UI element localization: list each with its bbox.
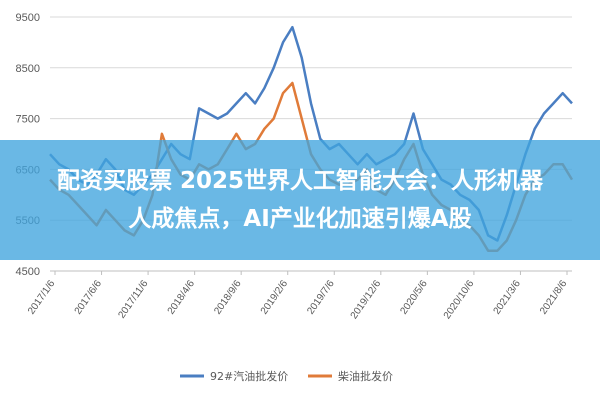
legend-label: 92#汽油批发价 — [210, 369, 288, 383]
x-tick-label: 2017/1/6 — [26, 278, 58, 317]
y-tick-label: 7500 — [16, 114, 40, 126]
headline-line-1: 配资买股票 2025世界人工智能大会：人形机器 — [56, 168, 544, 194]
x-tick-label: 2018/4/6 — [166, 278, 198, 317]
legend-label: 柴油批发价 — [338, 369, 393, 383]
y-tick-label: 4500 — [16, 266, 40, 278]
x-tick-label: 2021/8/6 — [538, 278, 570, 317]
y-tick-label: 8500 — [16, 63, 40, 75]
x-tick-label: 2019/12/6 — [349, 278, 384, 321]
x-tick-label: 2019/7/6 — [305, 278, 337, 317]
x-tick-label: 2017/6/6 — [73, 278, 105, 317]
x-tick-label: 2018/9/6 — [212, 278, 244, 317]
x-tick-label: 2020/10/6 — [442, 278, 477, 321]
headline-banner: 配资买股票 2025世界人工智能大会：人形机器 人成焦点，AI产业化加速引爆A股 — [0, 140, 600, 260]
x-tick-label: 2019/2/6 — [259, 278, 291, 317]
x-tick-label: 2021/3/6 — [492, 278, 524, 317]
y-tick-label: 9500 — [16, 12, 40, 24]
headline-line-2: 人成焦点，AI产业化加速引爆A股 — [128, 206, 472, 232]
x-tick-label: 2017/11/6 — [116, 278, 150, 321]
x-tick-label: 2020/5/6 — [398, 278, 430, 317]
